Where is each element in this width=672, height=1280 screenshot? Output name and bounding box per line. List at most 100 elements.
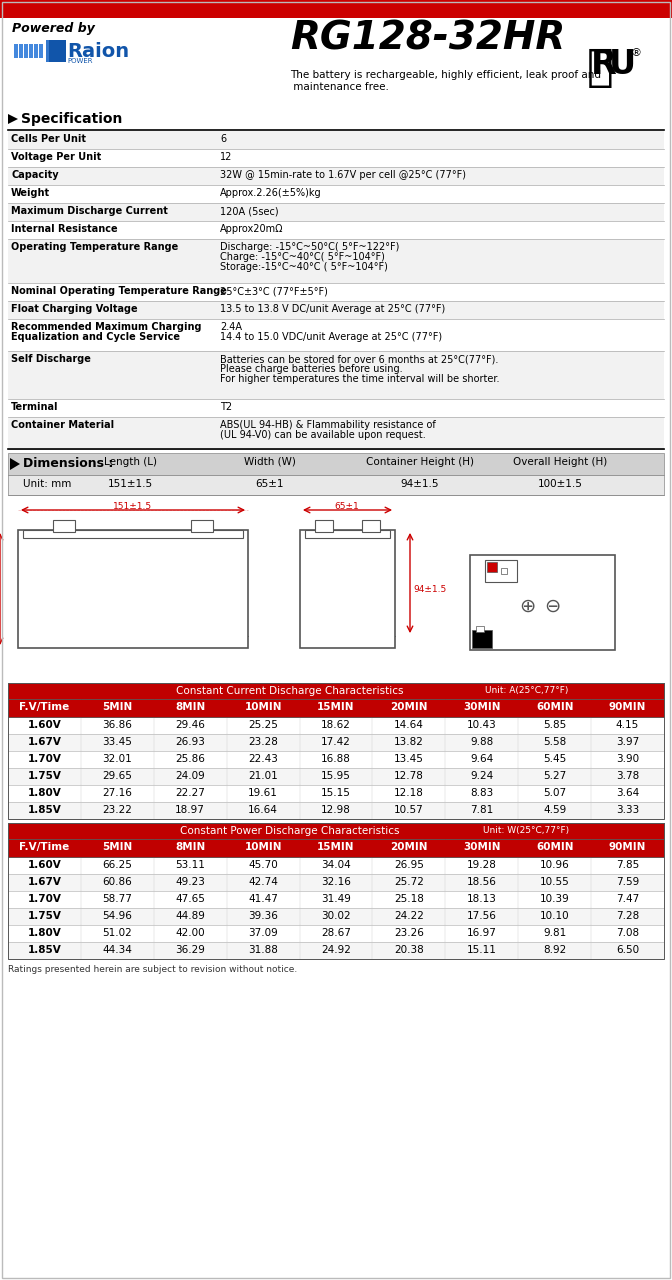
Text: 10.43: 10.43 (467, 719, 497, 730)
Text: 5.27: 5.27 (543, 771, 566, 781)
Text: 51.02: 51.02 (102, 928, 132, 938)
Text: Constant Current Discharge Characteristics: Constant Current Discharge Characteristi… (176, 686, 404, 696)
Text: 65±1: 65±1 (335, 502, 360, 511)
Text: R: R (591, 47, 617, 81)
Text: ⊕: ⊕ (519, 596, 535, 616)
Text: 30MIN: 30MIN (463, 842, 501, 852)
Text: F.V/Time: F.V/Time (19, 701, 70, 712)
Text: 27.16: 27.16 (102, 788, 132, 797)
Text: 3.97: 3.97 (616, 737, 639, 748)
Text: 12.18: 12.18 (394, 788, 424, 797)
Text: Ⓛ: Ⓛ (587, 46, 614, 90)
Text: 32.01: 32.01 (102, 754, 132, 764)
Bar (8, 221, 664, 239)
Text: 1.85V: 1.85V (28, 945, 61, 955)
Text: Powered by: Powered by (12, 22, 95, 35)
Text: ABS(UL 94-HB) & Flammability resistance of: ABS(UL 94-HB) & Flammability resistance … (220, 420, 435, 430)
Text: Weight: Weight (11, 188, 50, 198)
Text: 60MIN: 60MIN (536, 842, 573, 852)
Text: 42.74: 42.74 (248, 877, 278, 887)
Text: The battery is rechargeable, highly efficient, leak proof and: The battery is rechargeable, highly effi… (290, 70, 601, 79)
Bar (8, 684, 664, 699)
Text: 22.43: 22.43 (248, 754, 278, 764)
Text: 1.60V: 1.60V (28, 719, 61, 730)
Bar (19, 44, 23, 58)
Text: 25°C±3°C (77°F±5°F): 25°C±3°C (77°F±5°F) (220, 285, 328, 296)
Text: 53.11: 53.11 (175, 860, 205, 870)
Text: POWER: POWER (67, 58, 93, 64)
Text: 16.88: 16.88 (321, 754, 351, 764)
Bar (8, 717, 664, 733)
Text: 6: 6 (220, 134, 226, 143)
Bar (362, 520, 380, 532)
Bar (8, 166, 664, 186)
Text: 25.18: 25.18 (394, 893, 424, 904)
Bar (23, 530, 243, 538)
Text: 32.16: 32.16 (321, 877, 351, 887)
Bar (34, 44, 38, 58)
Text: 7.47: 7.47 (616, 893, 639, 904)
Text: Terminal: Terminal (11, 402, 58, 412)
Text: Cells Per Unit: Cells Per Unit (11, 134, 86, 143)
Bar (8, 283, 664, 301)
Text: 44.89: 44.89 (175, 911, 205, 922)
Text: 12.78: 12.78 (394, 771, 424, 781)
Text: Length (L): Length (L) (103, 457, 157, 467)
Text: Maximum Discharge Current: Maximum Discharge Current (11, 206, 168, 216)
Text: 120A (5sec): 120A (5sec) (220, 206, 279, 216)
Bar (191, 520, 213, 532)
Bar (8, 319, 664, 351)
Bar (24, 44, 28, 58)
Text: 1.67V: 1.67V (28, 737, 61, 748)
Text: Operating Temperature Range: Operating Temperature Range (11, 242, 178, 252)
Bar (305, 530, 390, 538)
Text: 1.80V: 1.80V (28, 788, 61, 797)
Text: 1.75V: 1.75V (28, 771, 61, 781)
Text: 45.70: 45.70 (248, 860, 278, 870)
Text: 20.38: 20.38 (394, 945, 424, 955)
Text: 5MIN: 5MIN (102, 701, 132, 712)
Text: 3.78: 3.78 (616, 771, 639, 781)
Text: 7.85: 7.85 (616, 860, 639, 870)
Bar (8, 453, 664, 475)
Bar (53, 520, 75, 532)
Bar (8, 823, 664, 838)
Text: 36.86: 36.86 (102, 719, 132, 730)
Text: 26.95: 26.95 (394, 860, 424, 870)
Text: 65±1: 65±1 (256, 479, 284, 489)
Text: Container Material: Container Material (11, 420, 114, 430)
Text: 151±1.5: 151±1.5 (114, 502, 153, 511)
Text: 19.61: 19.61 (248, 788, 278, 797)
Text: 13.45: 13.45 (394, 754, 424, 764)
Text: Specification: Specification (21, 111, 122, 125)
Text: 25.86: 25.86 (175, 754, 205, 764)
Text: 7.59: 7.59 (616, 877, 639, 887)
Text: Unit: W(25°C,77°F): Unit: W(25°C,77°F) (483, 826, 569, 835)
Text: 9.24: 9.24 (470, 771, 493, 781)
Bar (8, 942, 664, 959)
Bar (8, 684, 664, 819)
Text: 14.64: 14.64 (394, 719, 424, 730)
Text: 5.07: 5.07 (543, 788, 566, 797)
Text: 18.62: 18.62 (321, 719, 351, 730)
Text: 23.28: 23.28 (248, 737, 278, 748)
Text: 10.55: 10.55 (540, 877, 570, 887)
Text: 1.70V: 1.70V (28, 893, 61, 904)
Text: 39.36: 39.36 (248, 911, 278, 922)
Bar (8, 751, 664, 768)
Text: Voltage Per Unit: Voltage Per Unit (11, 152, 101, 163)
Text: 19.28: 19.28 (467, 860, 497, 870)
Text: 12.98: 12.98 (321, 805, 351, 815)
Text: 9.81: 9.81 (543, 928, 566, 938)
Text: 4.59: 4.59 (543, 805, 566, 815)
Text: Unit: mm: Unit: mm (23, 479, 71, 489)
Text: 3.64: 3.64 (616, 788, 639, 797)
Bar (487, 562, 497, 572)
Text: Float Charging Voltage: Float Charging Voltage (11, 303, 138, 314)
Text: 37.09: 37.09 (248, 928, 278, 938)
Text: 1.67V: 1.67V (28, 877, 61, 887)
Bar (476, 626, 484, 632)
Bar (485, 561, 517, 582)
Text: 49.23: 49.23 (175, 877, 205, 887)
Text: 30.02: 30.02 (321, 911, 351, 922)
